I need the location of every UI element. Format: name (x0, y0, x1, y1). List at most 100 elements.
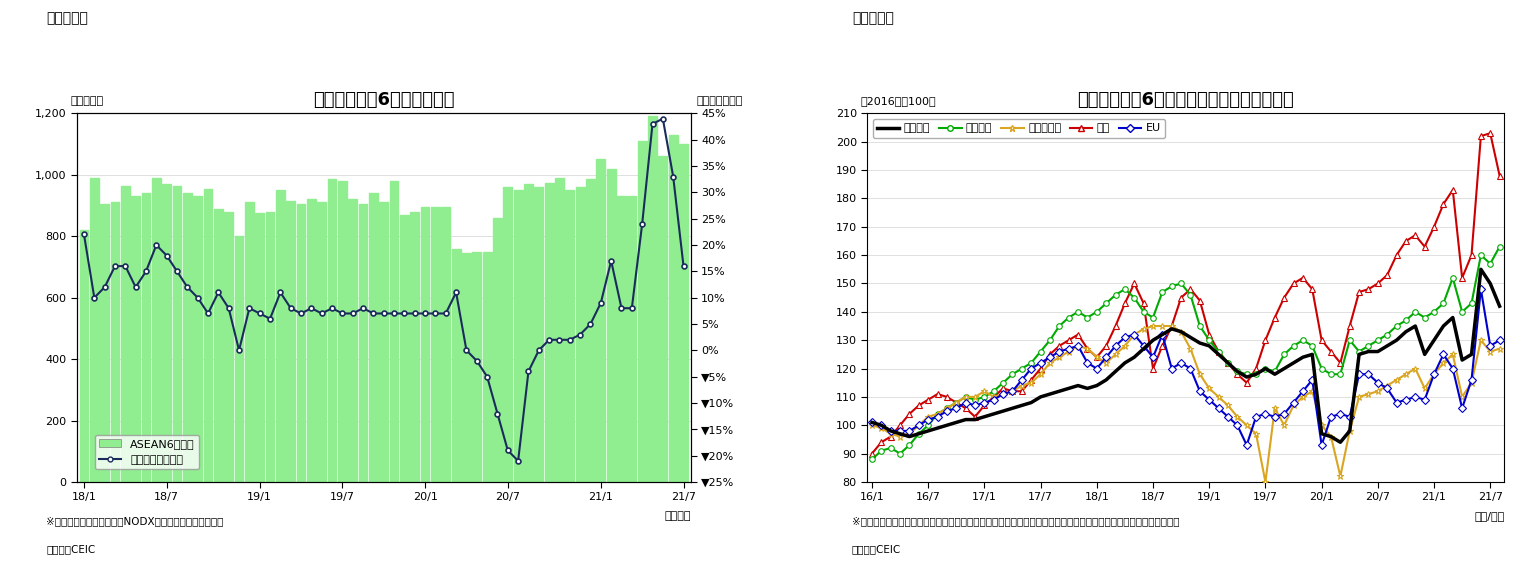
Bar (152, 178, 161, 482)
北米 (1490, 172, 1509, 179)
東南アジア (1331, 473, 1349, 480)
東南アジア (1434, 359, 1452, 366)
Bar (482, 252, 491, 482)
Bar (617, 196, 626, 482)
輸出全体 (1443, 314, 1461, 321)
東アジア (1228, 368, 1246, 375)
Bar (111, 202, 120, 482)
EU (1490, 337, 1509, 344)
Text: ※シンガポールの輸出額はNODX（石油と再輸出除く）。: ※シンガポールの輸出額はNODX（石油と再輸出除く）。 (46, 516, 224, 526)
輸出全体 (1369, 348, 1388, 355)
Line: 北米: 北米 (869, 130, 1503, 456)
北米 (1481, 130, 1500, 137)
EU (1369, 379, 1388, 386)
Bar (213, 209, 223, 482)
Bar (163, 184, 170, 482)
輸出全体 (863, 419, 881, 426)
東南アジア (1256, 479, 1274, 485)
Bar (669, 135, 677, 482)
Bar (421, 207, 430, 482)
EU (1237, 442, 1256, 448)
東南アジア (1490, 345, 1509, 352)
Text: （図表２）: （図表２） (852, 11, 893, 26)
EU (1424, 371, 1443, 378)
Bar (586, 179, 596, 482)
輸出全体 (1312, 430, 1331, 437)
東南アジア (1443, 351, 1461, 358)
Bar (576, 187, 585, 482)
輸出全体 (1331, 439, 1349, 446)
Text: （資料）CEIC: （資料）CEIC (46, 544, 95, 555)
Bar (503, 187, 513, 482)
東南アジア (863, 422, 881, 429)
Bar (307, 200, 316, 482)
Bar (318, 202, 325, 482)
東アジア (1013, 365, 1032, 372)
Text: （2016年＝100）: （2016年＝100） (861, 96, 936, 106)
Bar (255, 213, 264, 482)
Bar (327, 179, 336, 482)
Bar (368, 193, 378, 482)
Bar (204, 189, 212, 482)
北米 (1424, 223, 1443, 230)
Bar (628, 196, 635, 482)
東アジア (1424, 308, 1443, 315)
Bar (473, 252, 480, 482)
Bar (410, 211, 419, 482)
Bar (172, 185, 181, 482)
Text: （年/月）: （年/月） (1474, 511, 1504, 521)
Bar (451, 248, 460, 482)
Text: ※タイ、マレーシア、シンガポール（地場輸出）、インドネシア（非石油ガス輸出）、フィリピンの輸出より算出。: ※タイ、マレーシア、シンガポール（地場輸出）、インドネシア（非石油ガス輸出）、フ… (852, 516, 1179, 526)
Bar (514, 190, 522, 482)
Bar (287, 201, 295, 482)
Text: （資料）CEIC: （資料）CEIC (852, 544, 901, 555)
北米 (1219, 359, 1237, 366)
Bar (556, 178, 563, 482)
Bar (379, 202, 388, 482)
Bar (141, 193, 150, 482)
Bar (235, 236, 244, 482)
EU (1434, 351, 1452, 358)
北米 (863, 450, 881, 457)
EU (1322, 413, 1340, 420)
Legend: ASEAN6カ国計, 増加率（右目盛）: ASEAN6カ国計, 増加率（右目盛） (95, 434, 200, 469)
Bar (401, 215, 408, 482)
Bar (462, 253, 471, 482)
Text: （億ドル）: （億ドル） (71, 96, 104, 106)
Bar (597, 159, 605, 482)
Bar (121, 185, 130, 482)
Bar (545, 183, 554, 482)
Bar (637, 141, 646, 482)
Bar (359, 204, 367, 482)
輸出全体 (1424, 337, 1443, 344)
Bar (266, 211, 275, 482)
Bar (606, 169, 616, 482)
Bar (390, 181, 399, 482)
Bar (493, 218, 502, 482)
Bar (132, 196, 140, 482)
東アジア (863, 456, 881, 463)
Bar (431, 207, 441, 482)
東南アジア (1454, 393, 1472, 400)
EU (1294, 388, 1312, 395)
Text: （図表１）: （図表１） (46, 11, 87, 26)
Bar (193, 196, 203, 482)
Text: （前年同月比）: （前年同月比） (697, 96, 743, 106)
Bar (91, 178, 98, 482)
東アジア (1472, 252, 1490, 259)
EU (863, 419, 881, 426)
Legend: 輸出全体, 東アジア, 東南アジア, 北米, EU: 輸出全体, 東アジア, 東南アジア, 北米, EU (873, 119, 1165, 138)
Title: アセアン主要6カ国　仕向け地別の輸出動向: アセアン主要6カ国 仕向け地別の輸出動向 (1078, 91, 1294, 109)
Bar (276, 190, 286, 482)
Bar (338, 181, 347, 482)
Bar (246, 202, 253, 482)
Bar (348, 200, 358, 482)
東アジア (1004, 371, 1022, 378)
輸出全体 (1434, 323, 1452, 329)
Bar (565, 190, 574, 482)
Bar (100, 204, 109, 482)
東アジア (1219, 359, 1237, 366)
北米 (1013, 388, 1032, 395)
北米 (1004, 388, 1022, 395)
東アジア (1490, 243, 1509, 250)
